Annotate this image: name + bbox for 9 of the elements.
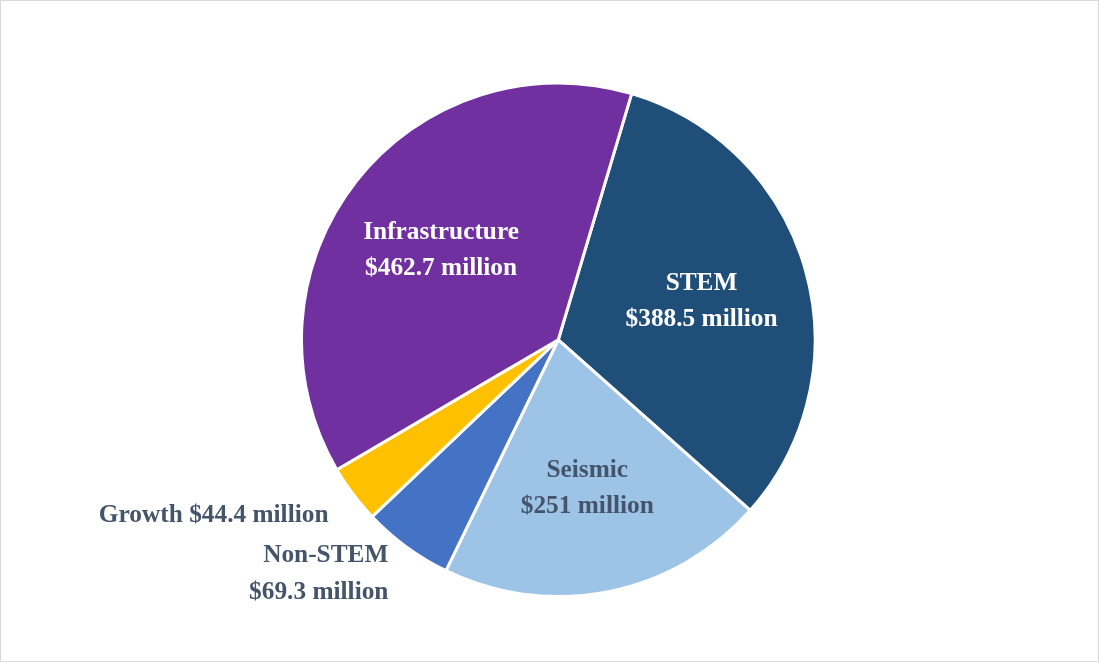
slice-label: Seismic: [546, 453, 629, 482]
data-label: $388.5 million: [625, 303, 778, 332]
slice-label: STEM: [665, 266, 738, 295]
data-label: $69.3 million: [249, 575, 389, 604]
data-label: $251 million: [520, 489, 654, 518]
data-label: $462.7 million: [365, 252, 518, 281]
slice-label: Growth $44.4 million: [98, 498, 329, 527]
slice-label: Infrastructure: [363, 215, 519, 244]
slice-label: Non-STEM: [263, 539, 389, 568]
